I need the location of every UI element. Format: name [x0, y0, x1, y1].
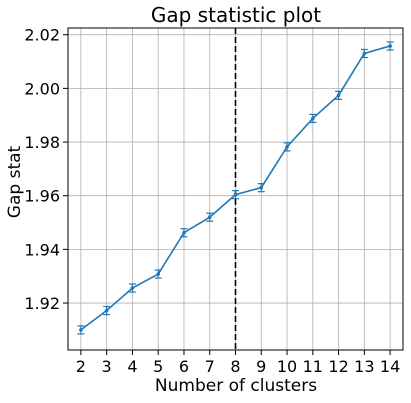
- x-tick-label: 12: [328, 357, 348, 376]
- y-tick-label: 1.96: [24, 187, 60, 206]
- x-tick-label: 10: [277, 357, 297, 376]
- x-tick-label: 4: [127, 357, 137, 376]
- data-point: [156, 272, 160, 276]
- data-point: [388, 44, 392, 48]
- data-point: [233, 192, 238, 197]
- x-ticks: 2 3 4 5 6 7 8 9 10 11 12 13 14: [76, 350, 400, 376]
- series-layer: [77, 41, 394, 335]
- x-tick-label: 7: [205, 357, 215, 376]
- x-tick-label: 13: [354, 357, 374, 376]
- y-tick-label: 1.94: [24, 240, 60, 259]
- x-tick-label: 14: [380, 357, 400, 376]
- y-tick-label: 1.92: [24, 294, 60, 313]
- data-point: [311, 116, 315, 121]
- y-tick-label: 1.98: [24, 133, 60, 152]
- y-axis-label: Gap stat: [5, 145, 25, 218]
- x-tick-label: 2: [76, 357, 86, 376]
- y-tick-label: 2.00: [24, 79, 60, 98]
- data-point: [130, 286, 135, 290]
- x-tick-label: 8: [230, 357, 240, 376]
- x-tick-label: 3: [102, 357, 112, 376]
- x-tick-label: 11: [303, 357, 323, 376]
- y-ticks: 1.92 1.94 1.96 1.98 2.00 2.02: [24, 26, 68, 313]
- data-point: [259, 185, 264, 190]
- x-tick-label: 6: [179, 357, 189, 376]
- data-point: [336, 93, 341, 98]
- data-point: [285, 145, 289, 149]
- data-point: [362, 51, 367, 56]
- chart-title: Gap statistic plot: [151, 3, 321, 27]
- data-point: [182, 230, 186, 235]
- data-point: [207, 215, 212, 219]
- data-point: [79, 328, 83, 332]
- data-point: [104, 308, 109, 313]
- y-tick-label: 2.02: [24, 26, 60, 45]
- x-tick-label: 9: [256, 357, 266, 376]
- x-tick-label: 5: [153, 357, 163, 376]
- x-axis-label: Number of clusters: [155, 376, 317, 396]
